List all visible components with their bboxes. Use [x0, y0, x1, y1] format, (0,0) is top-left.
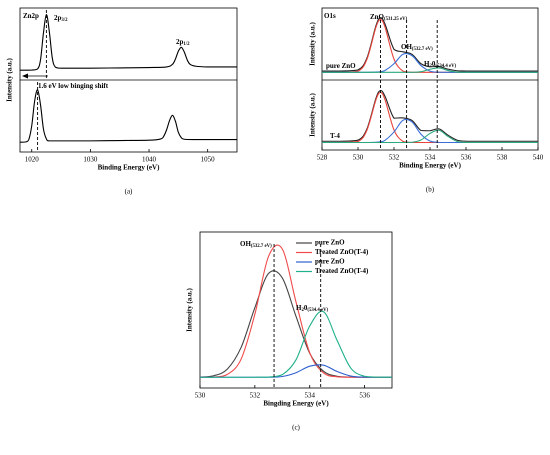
x-tick-label: 534 — [425, 154, 436, 162]
annotation-part: O1s — [324, 12, 336, 20]
annotation-part: (531.25 eV) — [384, 17, 408, 22]
x-tick-label: 536 — [461, 154, 472, 162]
annotation: OH(532.7 eV) — [240, 240, 272, 250]
annotation-part: 2 — [429, 64, 432, 69]
annotation: 2p1/2 — [176, 38, 190, 48]
panel-label: (c) — [292, 424, 300, 432]
x-tick-label: 536 — [359, 392, 370, 400]
annotation: T-4 — [330, 132, 340, 140]
annotation: O1s — [324, 12, 336, 20]
x-tick-label: 1040 — [142, 156, 157, 164]
annotation-part: pure ZnO — [326, 62, 356, 70]
annotation-part: T-4 — [330, 132, 340, 140]
x-tick-label: 530 — [353, 154, 364, 162]
spectrum-line — [322, 129, 538, 144]
x-tick-label: 532 — [250, 392, 261, 400]
legend-label: Treated ZnO(T-4) — [315, 267, 369, 275]
annotation-part: 1.6 eV low binging shift — [38, 82, 109, 90]
spectrum-line — [322, 67, 538, 73]
legend-label: Treated ZnO(T-4) — [315, 248, 369, 256]
x-tick-label: 532 — [389, 154, 400, 162]
x-tick-label: 534 — [304, 392, 315, 400]
annotation-part: OH — [401, 43, 412, 51]
annotation-part: (532.7 eV) — [251, 244, 272, 249]
x-tick-label: 530 — [195, 392, 206, 400]
legend-label: pure ZnO — [315, 258, 345, 266]
x-axis-label: Bingding Energy (eV) — [263, 400, 329, 408]
panel-label: (a) — [125, 188, 133, 196]
annotation-part: (534.4 eV) — [307, 308, 328, 313]
annotation-part: Zn2p — [23, 12, 39, 20]
annotation: OH(532.7 eV) — [401, 43, 433, 53]
x-tick-label: 1050 — [201, 156, 216, 164]
plot-frame — [321, 7, 539, 151]
spectrum-line — [322, 91, 538, 144]
spectrum-line — [19, 13, 237, 71]
plot-frame — [199, 231, 393, 389]
x-tick-label: 1030 — [83, 156, 98, 164]
annotation-part: 2p — [176, 38, 184, 46]
x-tick-label: 538 — [497, 154, 508, 162]
annotation: H20(534.4 eV) — [424, 60, 457, 70]
annotation-part: (534.4 eV) — [435, 64, 456, 69]
spectrum-line — [199, 270, 392, 378]
shift-arrow — [22, 73, 48, 79]
annotation-part: 1/2 — [183, 42, 190, 47]
annotation: pure ZnO — [326, 62, 356, 70]
annotation-part: H — [424, 60, 430, 68]
annotation: Zn2p — [23, 12, 39, 20]
x-tick-label: 1020 — [25, 156, 40, 164]
annotation-part: 2 — [301, 308, 304, 313]
annotation-part: 3/2 — [61, 18, 68, 23]
x-axis-label: Binding Energy (eV) — [98, 164, 161, 172]
annotation: 1.6 eV low binging shift — [38, 82, 109, 90]
annotation: H20(534.4 eV) — [296, 304, 329, 314]
annotation-part: (532.7 eV) — [412, 47, 433, 52]
spectrum-line — [19, 89, 237, 143]
y-axis-label: Intensity (a.u.) — [6, 57, 14, 101]
y-axis-label: Intensity (a.u.) — [309, 21, 317, 65]
annotation-part: OH — [240, 240, 251, 248]
legend-label: pure ZnO — [315, 239, 345, 247]
annotation-part: 0 — [432, 60, 436, 68]
panel-label: (b) — [426, 186, 435, 194]
x-axis-label: Binding Energy (eV) — [399, 162, 462, 170]
y-axis-label: Intensity (a.u.) — [309, 92, 317, 136]
annotation-part: H — [296, 304, 302, 312]
annotation: ZnO(531.25 eV) — [370, 13, 408, 23]
x-tick-label: 528 — [317, 154, 328, 162]
x-tick-label: 540 — [533, 154, 544, 162]
spectrum-line — [199, 310, 393, 378]
annotation-part: 2p — [54, 14, 62, 22]
annotation-part: ZnO — [370, 13, 385, 21]
annotation-part: 0 — [304, 304, 308, 312]
annotation: 2p3/2 — [54, 14, 68, 24]
y-axis-label: Intensity (a.u.) — [186, 287, 194, 331]
